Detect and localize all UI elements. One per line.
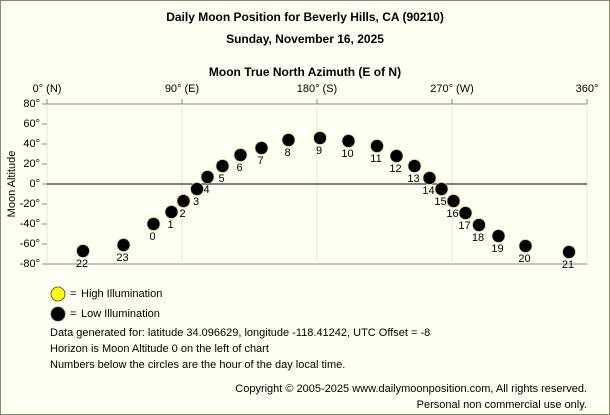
moon-marker xyxy=(190,182,204,196)
y-tick-label: -80° xyxy=(20,258,40,270)
hour-label: 19 xyxy=(491,243,503,255)
moon-marker xyxy=(472,218,486,232)
x-tick-label: 90° (E) xyxy=(165,83,199,95)
moon-marker xyxy=(562,245,576,259)
moon-marker xyxy=(176,194,191,208)
hour-label: 1 xyxy=(167,219,173,231)
moon-marker xyxy=(518,239,533,253)
hour-label: 8 xyxy=(284,147,290,159)
note: Data generated for: latitude 34.096629, … xyxy=(50,327,430,339)
x-tick-label: 270° (W) xyxy=(430,83,474,95)
moon-marker xyxy=(313,131,327,145)
hour-label: 22 xyxy=(76,258,88,270)
y-tick-label: 40° xyxy=(23,138,40,150)
moon-marker xyxy=(200,170,215,184)
moon-marker xyxy=(146,217,161,231)
hour-label: 18 xyxy=(472,232,484,244)
moon-marker xyxy=(215,159,230,173)
y-axis-title: Moon Altitude xyxy=(6,151,18,218)
hour-label: 0 xyxy=(149,231,155,243)
y-tick-label: 20° xyxy=(23,158,40,170)
moon-marker xyxy=(116,238,131,252)
legend-label: High Illumination xyxy=(81,288,162,300)
y-tick-label: -20° xyxy=(20,198,40,210)
hour-label: 23 xyxy=(116,252,128,264)
moon-marker xyxy=(434,182,449,196)
hour-label: 16 xyxy=(446,208,458,220)
x-axis-title: Moon True North Azimuth (E of N) xyxy=(209,65,401,79)
y-tick-label: 60° xyxy=(23,118,40,130)
hour-label: 15 xyxy=(434,196,446,208)
hour-label: 12 xyxy=(389,163,401,175)
hour-label: 6 xyxy=(236,162,242,174)
y-tick-label: -40° xyxy=(20,218,40,230)
moon-marker xyxy=(233,148,248,162)
moon-marker xyxy=(458,206,473,220)
note: Horizon is Moon Altitude 0 on the left o… xyxy=(50,343,269,355)
x-tick-label: 360° xyxy=(576,83,599,95)
moon-marker xyxy=(254,141,269,155)
y-tick-label: 0° xyxy=(29,178,40,190)
hour-label: 10 xyxy=(341,148,353,160)
moon-marker xyxy=(164,205,179,219)
moon-marker xyxy=(389,149,404,163)
hour-label: 2 xyxy=(179,208,185,220)
legend-marker xyxy=(50,306,66,322)
note: Numbers below the circles are the hour o… xyxy=(50,359,345,371)
x-tick-label: 180° (S) xyxy=(297,83,337,95)
moon-marker xyxy=(407,159,422,173)
y-tick-label: -60° xyxy=(20,238,40,250)
chart-subtitle: Sunday, November 16, 2025 xyxy=(226,32,384,46)
chart-title: Daily Moon Position for Beverly Hills, C… xyxy=(166,10,444,24)
moon-marker xyxy=(341,134,356,148)
hour-label: 11 xyxy=(370,153,381,165)
moon-marker xyxy=(76,244,90,258)
hour-label: 3 xyxy=(193,196,199,208)
moon-marker xyxy=(422,171,437,185)
hour-label: 9 xyxy=(316,145,322,157)
legend-separator: = xyxy=(70,288,76,300)
footer: Personal non commercial use only. xyxy=(417,399,587,411)
hour-label: 7 xyxy=(257,155,263,167)
legend-separator: = xyxy=(70,308,76,320)
footer: Copyright © 2005-2025 www.dailymoonposit… xyxy=(235,383,587,395)
legend-marker xyxy=(50,286,66,302)
hour-label: 20 xyxy=(518,253,530,265)
moon-marker xyxy=(281,133,296,147)
hour-label: 4 xyxy=(203,184,209,196)
hour-label: 21 xyxy=(562,259,574,271)
hour-label: 5 xyxy=(218,173,224,185)
y-tick-label: 80° xyxy=(23,98,40,110)
moon-marker xyxy=(491,229,506,243)
hour-label: 17 xyxy=(458,220,470,232)
moon-marker xyxy=(370,139,384,153)
moon-marker xyxy=(446,194,461,208)
hour-label: 14 xyxy=(422,185,434,197)
x-tick-label: 0° (N) xyxy=(33,83,62,95)
legend-label: Low Illumination xyxy=(81,308,160,320)
hour-label: 13 xyxy=(407,173,419,185)
